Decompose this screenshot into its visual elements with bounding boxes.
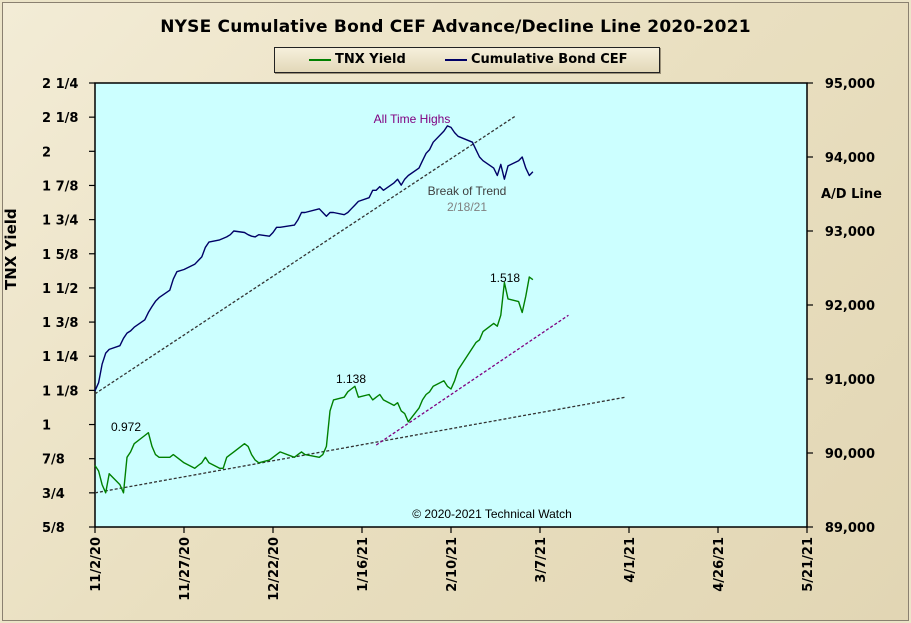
x-tick-label: 3/7/21	[534, 537, 549, 583]
x-tick-label: 2/10/21	[445, 537, 460, 592]
y-right-tick-label: 92,000	[825, 299, 875, 314]
annotation-0972: 0.972	[111, 420, 141, 434]
trendline-2	[375, 314, 569, 446]
legend-entry-cef: Cumulative Bond CEF	[445, 52, 628, 67]
x-tick-label: 5/21/21	[801, 537, 816, 592]
y-right-tick-label: 89,000	[825, 521, 875, 536]
y-right-tick-label: 91,000	[825, 373, 875, 388]
series-line-cef	[94, 125, 534, 392]
x-tick-label: 12/22/20	[267, 537, 282, 601]
trendline-0	[94, 115, 516, 395]
legend: TNX Yield Cumulative Bond CEF	[274, 47, 660, 73]
x-tick-label: 4/26/21	[712, 537, 727, 592]
annotation-copyright: © 2020-2021 Technical Watch	[412, 507, 572, 521]
legend-swatch-cef	[445, 58, 467, 61]
legend-entry-tnx: TNX Yield	[309, 52, 406, 67]
annotation-date: 2/18/21	[447, 200, 487, 214]
y-left-tick-label: 1 5/8	[42, 248, 78, 263]
y-left-tick-label: 2 1/4	[42, 77, 78, 92]
annotation-1138: 1.138	[336, 372, 366, 386]
chart-title: NYSE Cumulative Bond CEF Advance/Decline…	[160, 17, 751, 37]
y-right-tick-label: 94,000	[825, 151, 875, 166]
annotation-break: Break of Trend	[428, 184, 507, 198]
y-axis-right-title: A/D Line	[821, 187, 882, 202]
y-left-tick-label: 2	[42, 145, 51, 160]
x-tick-label: 4/1/21	[623, 537, 638, 583]
x-tick-label: 11/27/20	[178, 537, 193, 601]
y-right-tick-label: 95,000	[825, 77, 875, 92]
y-left-tick-label: 1 1/4	[42, 350, 78, 365]
y-right-tick-label: 90,000	[825, 447, 875, 462]
x-tick-label: 11/2/20	[89, 537, 104, 592]
y-left-tick-label: 7/8	[42, 453, 65, 468]
y-left-tick-label: 1 7/8	[42, 179, 78, 194]
y-left-tick-label: 1 1/2	[42, 282, 78, 297]
legend-label-tnx: TNX Yield	[335, 52, 406, 67]
y-left-tick-label: 2 1/8	[42, 111, 78, 126]
annotation-1518: 1.518	[490, 271, 520, 285]
y-left-tick-label: 1	[42, 419, 51, 434]
legend-swatch-tnx	[309, 58, 331, 61]
y-left-tick-label: 5/8	[42, 521, 65, 536]
y-left-tick-label: 1 1/8	[42, 384, 78, 399]
plot-area	[94, 82, 808, 528]
y-left-tick-label: 1 3/8	[42, 316, 78, 331]
x-tick-label: 1/16/21	[356, 537, 371, 592]
y-left-tick-label: 1 3/4	[42, 214, 78, 229]
legend-label-cef: Cumulative Bond CEF	[471, 52, 628, 67]
series-line-tnx	[94, 276, 534, 494]
y-right-tick-label: 93,000	[825, 225, 875, 240]
annotation-ath: All Time Highs	[374, 112, 451, 126]
y-left-tick-label: 3/4	[42, 487, 65, 502]
